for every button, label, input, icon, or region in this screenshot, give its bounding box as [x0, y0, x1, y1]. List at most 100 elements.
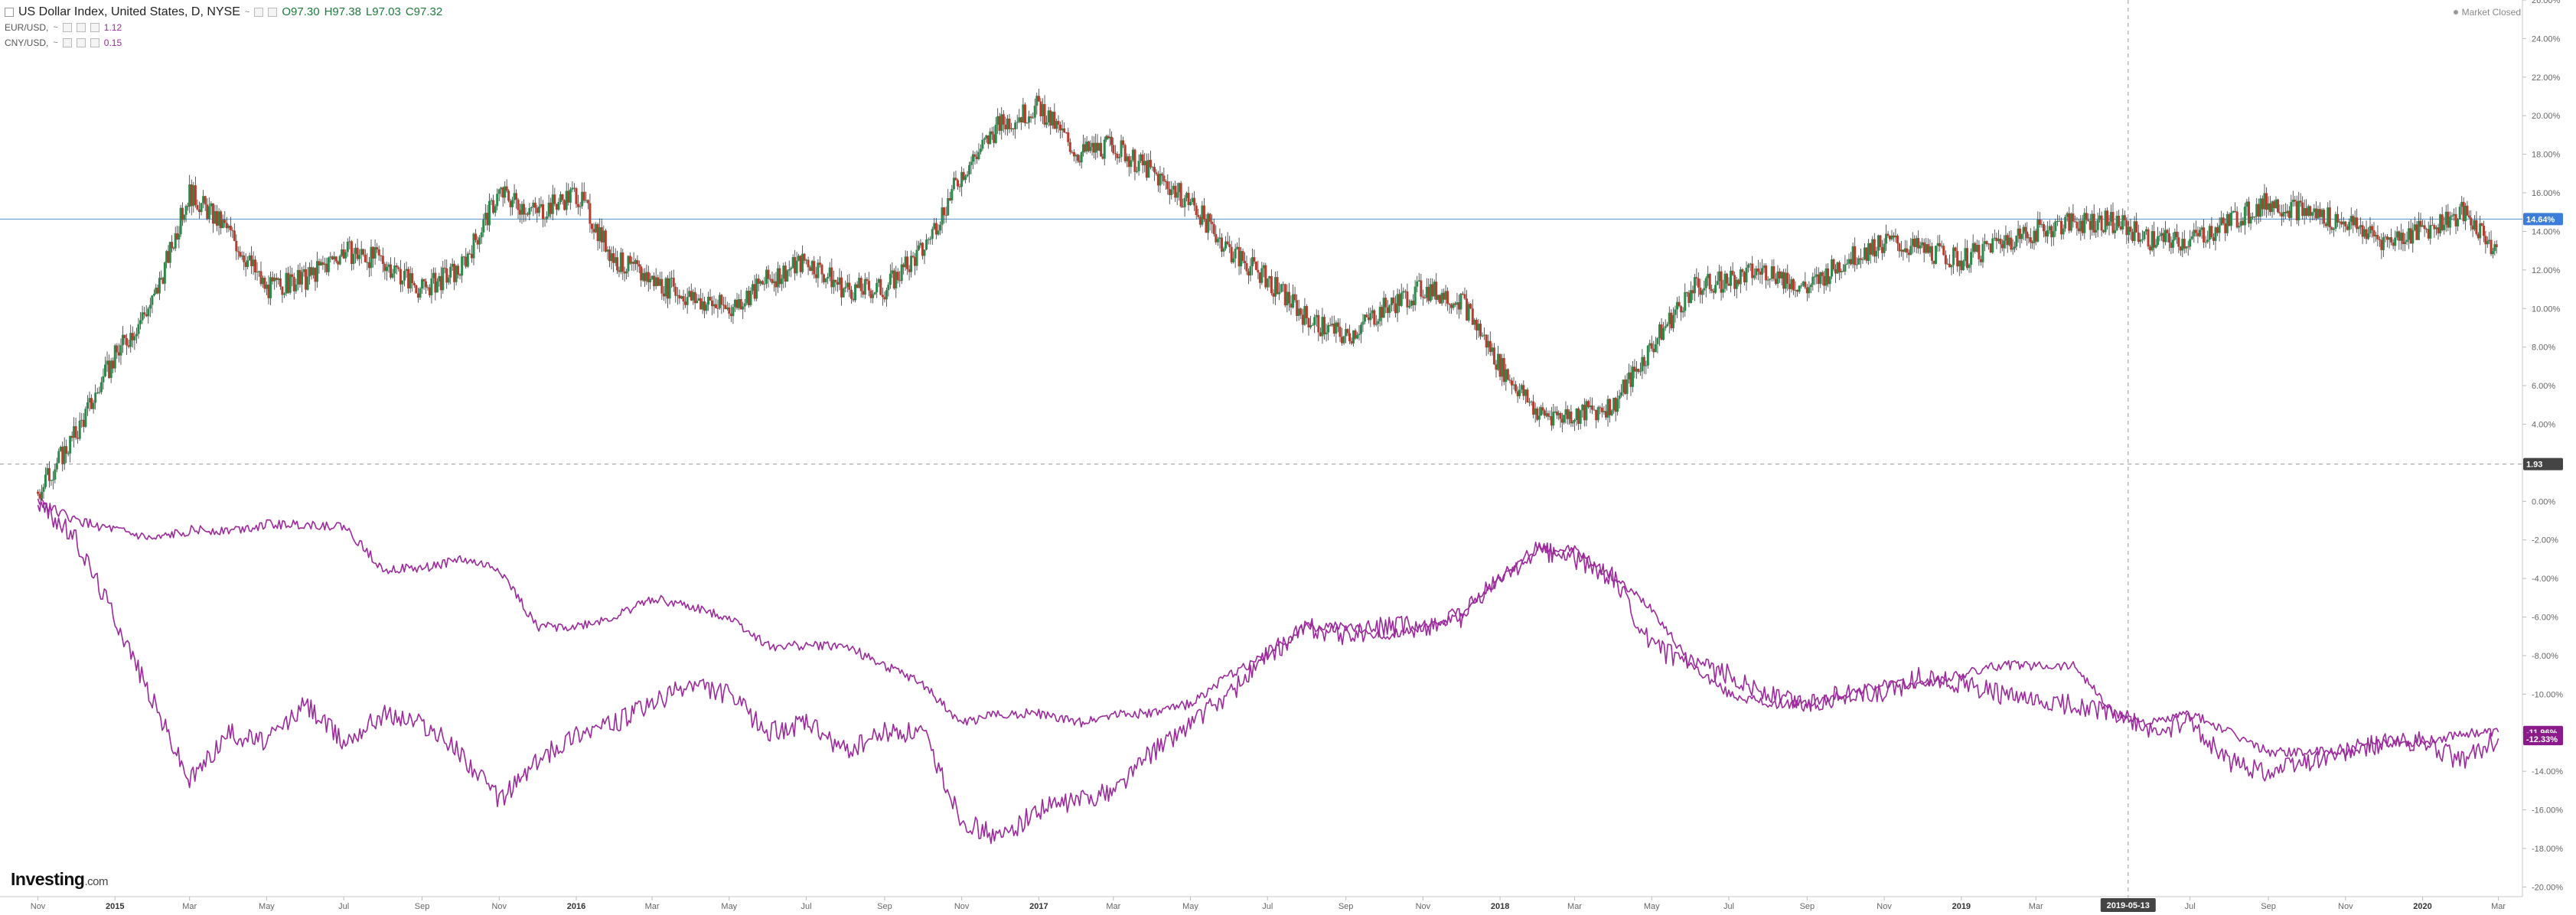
- candle-body: [1068, 142, 1071, 152]
- candle-body: [1769, 278, 1772, 280]
- candle-body: [1731, 270, 1734, 275]
- candle-body: [2171, 239, 2174, 248]
- candle-body: [403, 271, 406, 281]
- candle-body: [1978, 245, 1981, 259]
- candle-body: [2089, 220, 2092, 230]
- candle-body: [457, 265, 460, 275]
- candle-body: [1358, 334, 1361, 336]
- eye-icon[interactable]: [62, 38, 72, 47]
- candle-body: [1114, 153, 1117, 155]
- candle-body: [47, 467, 51, 481]
- candle-body: [127, 345, 130, 347]
- candle-body: [2473, 220, 2476, 230]
- candle-body: [1234, 249, 1237, 259]
- candle-body: [1652, 348, 1655, 353]
- x-tick-label: Mar: [2029, 902, 2043, 911]
- candle-body: [1913, 239, 1916, 247]
- candle-body: [2023, 226, 2027, 232]
- candle-body: [1641, 357, 1644, 372]
- y-tick-label: 16.00%: [2532, 189, 2561, 198]
- legend-series-row-cnyusd[interactable]: CNY/USD, ~ 0.15: [5, 35, 442, 50]
- candle-body: [1224, 241, 1228, 249]
- candle-body: [1917, 238, 1920, 249]
- candle-body: [486, 213, 489, 226]
- settings-icon[interactable]: [76, 38, 86, 47]
- candle-body: [2118, 216, 2121, 226]
- candle-body: [2123, 215, 2126, 220]
- candle-body: [716, 308, 719, 309]
- series-2-badge: [2523, 733, 2563, 746]
- candle-body: [2038, 220, 2041, 225]
- candle-body: [968, 164, 971, 175]
- candle-body: [2190, 236, 2193, 239]
- candle-body: [152, 293, 155, 296]
- candle-body: [1033, 106, 1036, 118]
- candle-body: [341, 249, 344, 256]
- legend-series-row-eurusd[interactable]: EUR/USD, ~ 1.12: [5, 20, 442, 35]
- candle-body: [507, 190, 510, 201]
- legend-main-row[interactable]: US Dollar Index, United States, D, NYSE …: [5, 5, 442, 20]
- candle-body: [202, 196, 205, 204]
- candle-body: [541, 204, 544, 220]
- candle-body: [1218, 237, 1221, 239]
- candle-body: [1463, 294, 1466, 299]
- close-icon[interactable]: [90, 38, 99, 47]
- eye-icon[interactable]: [62, 23, 72, 32]
- candle-body: [2129, 226, 2132, 233]
- candle-body: [2247, 201, 2250, 224]
- candle-body: [1085, 142, 1088, 152]
- candle-body: [2170, 242, 2173, 248]
- candle-body: [896, 272, 899, 281]
- candle-body: [1039, 101, 1042, 116]
- candle-body: [455, 265, 458, 282]
- candle-body: [782, 265, 785, 279]
- candle-body: [55, 463, 58, 470]
- candle-body: [1303, 306, 1306, 325]
- candle-body: [2131, 232, 2134, 242]
- candle-body: [657, 277, 660, 286]
- candle-body: [1518, 389, 1521, 396]
- chevron-down-icon[interactable]: ~: [53, 23, 58, 32]
- candle-body: [1857, 258, 1860, 265]
- candle-body: [244, 262, 247, 267]
- candle-body: [442, 267, 445, 291]
- candle-body: [494, 206, 497, 213]
- candle-body: [1628, 372, 1631, 379]
- candle-body: [898, 280, 902, 282]
- candle-body: [2274, 199, 2278, 209]
- candle-body: [2433, 225, 2436, 230]
- candle-body: [196, 205, 199, 210]
- candle-body: [1363, 314, 1366, 322]
- candle-body: [1072, 151, 1075, 157]
- candle-body: [1057, 121, 1060, 125]
- candle-body: [1877, 235, 1880, 251]
- candle-body: [814, 274, 817, 278]
- candle-body: [1390, 297, 1393, 305]
- candle-body: [1867, 243, 1870, 261]
- candle-body: [616, 257, 619, 271]
- x-tick-label: 2017: [1029, 902, 1048, 911]
- close-icon[interactable]: [90, 23, 99, 32]
- chevron-down-icon[interactable]: ~: [244, 8, 250, 17]
- candle-body: [387, 264, 390, 267]
- x-tick-label: Sep: [415, 902, 430, 911]
- x-tick-label: Mar: [1567, 902, 1582, 911]
- chevron-down-icon[interactable]: ~: [53, 38, 58, 47]
- eye-icon[interactable]: [254, 8, 264, 17]
- candle-body: [1089, 147, 1092, 151]
- candle-body: [726, 307, 729, 309]
- candle-body: [2357, 226, 2360, 230]
- candle-body: [553, 194, 556, 204]
- candle-body: [1639, 371, 1642, 373]
- candle-body: [1489, 340, 1492, 353]
- settings-icon[interactable]: [268, 8, 278, 17]
- collapse-legend-icon[interactable]: [5, 8, 14, 17]
- candle-body: [582, 191, 585, 201]
- candle-body: [1467, 304, 1470, 321]
- settings-icon[interactable]: [76, 23, 86, 32]
- candle-body: [1176, 192, 1179, 198]
- candle-body: [1794, 290, 1797, 291]
- candle-body: [2413, 224, 2416, 230]
- candle-body: [2398, 231, 2401, 241]
